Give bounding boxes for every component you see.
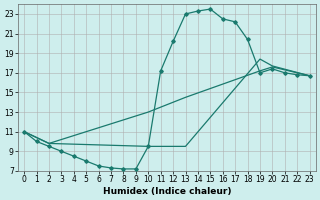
X-axis label: Humidex (Indice chaleur): Humidex (Indice chaleur): [103, 187, 231, 196]
